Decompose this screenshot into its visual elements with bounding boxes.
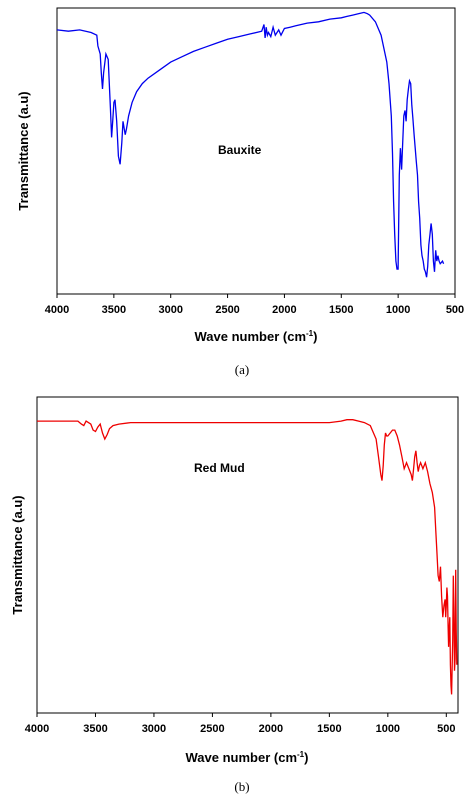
figure-caption-a: (a) — [235, 362, 249, 377]
x-axis-tick-labels: 4000 3500 3000 2500 2000 1500 1000 500 — [45, 304, 464, 316]
annotation-red-mud: Red Mud — [194, 461, 245, 475]
x-axis-ticks — [56, 294, 456, 298]
y-axis-label: Transmittance (a.u) — [10, 495, 25, 614]
x-axis-label: Wave number (cm-1) — [195, 329, 318, 344]
plot-area-frame — [36, 396, 459, 714]
x-tick-label: 1000 — [386, 304, 410, 316]
x-tick-label: 2000 — [259, 723, 283, 735]
series-line-red-mud — [37, 419, 458, 695]
x-axis-tick-labels: 4000 3500 3000 2500 2000 1500 1000 500 — [25, 723, 456, 735]
annotation-bauxite: Bauxite — [218, 143, 262, 157]
chart-panel-bauxite: 4000 3500 3000 2500 2000 1500 1000 500 Bauxite … — [16, 7, 464, 377]
y-axis-label: Transmittance (a.u) — [16, 91, 31, 210]
chart-panel-red-mud: 4000 3500 3000 2500 2000 1500 1000 500 Red Mud … — [10, 396, 459, 794]
x-axis-ticks — [36, 713, 447, 717]
x-tick-label: 2000 — [272, 304, 296, 316]
x-tick-label: 2500 — [200, 723, 224, 735]
x-tick-label: 500 — [437, 723, 455, 735]
plot-area-frame — [56, 7, 456, 295]
x-tick-label: 3500 — [83, 723, 107, 735]
x-tick-label: 3000 — [142, 723, 166, 735]
x-tick-label: 1500 — [317, 723, 341, 735]
x-axis-label: Wave number (cm-1) — [186, 750, 309, 765]
x-tick-label: 4000 — [45, 304, 69, 316]
x-tick-label: 4000 — [25, 723, 49, 735]
x-tick-label: 2500 — [215, 304, 239, 316]
series-line-bauxite — [56, 11, 445, 278]
x-tick-label: 3000 — [158, 304, 182, 316]
x-tick-label: 1000 — [376, 723, 400, 735]
x-tick-label: 3500 — [102, 304, 126, 316]
figure-caption-b: (b) — [234, 779, 249, 794]
x-tick-label: 500 — [446, 304, 464, 316]
x-tick-label: 1500 — [329, 304, 353, 316]
